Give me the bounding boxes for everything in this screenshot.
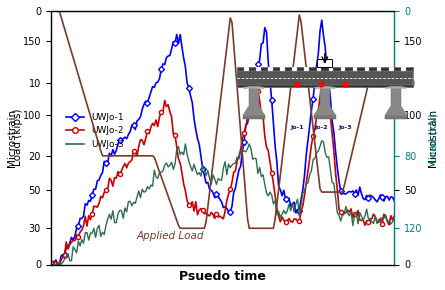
Y-axis label: Load (kN): Load (kN) [428, 113, 438, 163]
UWJo-3 [376, 218, 381, 221]
Polygon shape [243, 107, 264, 115]
Bar [317, 59, 332, 67]
Bar [292, 67, 297, 71]
Bar [268, 67, 273, 71]
Applied Load [392, 82, 397, 85]
Bar [391, 87, 401, 115]
UWJo-2 [113, 176, 119, 180]
UWJo-2 [378, 217, 383, 220]
UWJo-1 [48, 261, 53, 265]
Bar [389, 67, 393, 71]
Bar [280, 67, 285, 71]
UWJo-2 [70, 239, 76, 242]
UWJo-2 [55, 263, 61, 266]
Applied Load [140, 154, 145, 157]
Bar [249, 87, 259, 115]
UWJo-3 [392, 216, 397, 220]
Bar [320, 87, 330, 115]
Polygon shape [315, 107, 335, 115]
Text: Jo-3: Jo-3 [339, 126, 352, 130]
Bar [243, 115, 265, 119]
UWJo-2 [48, 262, 53, 265]
UWJo-1 [319, 18, 324, 22]
UWJo-2 [141, 143, 146, 146]
UWJo-3 [319, 139, 324, 142]
Bar [401, 67, 405, 71]
UWJo-3 [112, 221, 117, 224]
UWJo-1 [392, 199, 397, 202]
UWJo-3 [62, 258, 67, 261]
UWJo-1 [141, 103, 146, 106]
Applied Load [178, 226, 183, 230]
Applied Load [112, 154, 117, 157]
Y-axis label: Microstrain: Microstrain [7, 109, 17, 167]
Applied Load [48, 9, 53, 13]
Applied Load [364, 90, 369, 93]
Line: Applied Load: Applied Load [51, 11, 394, 228]
Polygon shape [243, 87, 264, 88]
UWJo-2 [366, 220, 371, 224]
Applied Load [69, 50, 74, 54]
Bar [316, 67, 321, 71]
Y-axis label: Microstrain: Microstrain [428, 109, 438, 167]
UWJo-2 [392, 214, 397, 218]
Line: UWJo-2: UWJo-2 [49, 66, 396, 267]
Text: Jo-2: Jo-2 [314, 126, 328, 130]
Bar [314, 115, 336, 119]
UWJo-2 [64, 240, 69, 244]
Polygon shape [385, 107, 406, 115]
Bar [244, 67, 249, 71]
Text: Jo-1: Jo-1 [290, 126, 303, 130]
UWJo-1 [113, 148, 119, 152]
Bar [353, 67, 357, 71]
UWJo-1 [378, 193, 383, 197]
Y-axis label: Load (kips): Load (kips) [13, 109, 23, 166]
Polygon shape [385, 87, 406, 88]
Bar [365, 67, 369, 71]
Bar [329, 67, 333, 71]
UWJo-3 [69, 259, 74, 262]
UWJo-1 [366, 196, 371, 200]
Line: UWJo-3: UWJo-3 [51, 141, 394, 264]
UWJo-1 [50, 263, 55, 266]
Bar [237, 71, 413, 85]
UWJo-3 [48, 263, 53, 266]
Legend: UWJo-1, UWJo-2, UWJo-3: UWJo-1, UWJo-2, UWJo-3 [62, 109, 127, 153]
Text: Applied Load: Applied Load [137, 231, 204, 241]
Bar [256, 67, 261, 71]
UWJo-1 [70, 238, 76, 242]
X-axis label: Psuedo time: Psuedo time [179, 270, 266, 283]
Line: UWJo-1: UWJo-1 [49, 18, 396, 267]
Applied Load [62, 27, 67, 30]
UWJo-1 [64, 246, 69, 249]
Bar [341, 67, 345, 71]
UWJo-3 [140, 188, 145, 191]
UWJo-3 [364, 207, 369, 211]
Bar [237, 67, 413, 87]
Polygon shape [315, 87, 335, 88]
Bar [304, 67, 309, 71]
Applied Load [376, 82, 381, 85]
Bar [377, 67, 381, 71]
Bar [384, 115, 407, 119]
UWJo-2 [323, 66, 328, 69]
